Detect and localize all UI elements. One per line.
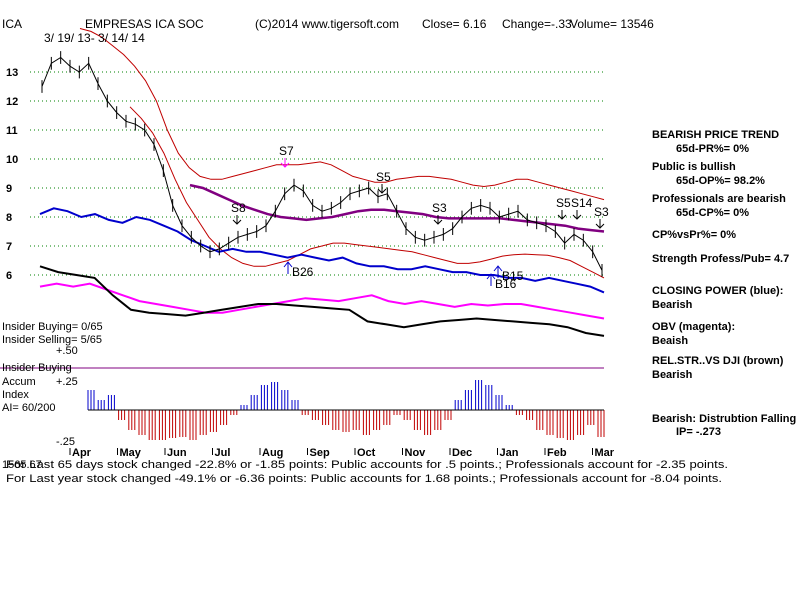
price-axis-labels: 13 12 11 10 9 8 7 6 (6, 67, 18, 282)
accum-label: Accum (2, 376, 36, 388)
sell-arrow-icon (377, 184, 387, 194)
y-tick-label: 11 (6, 125, 18, 137)
month-label: Jan (500, 447, 519, 459)
month-label: Oct (357, 447, 376, 459)
signal-label-b16: B16 (495, 277, 517, 291)
price-gridlines (30, 71, 604, 276)
obv-title: OBV (magenta): (652, 321, 735, 333)
month-axis-labels: Apr May Jun Jul Aug Sep Oct Nov Dec Jan Feb Mar (69, 447, 615, 459)
copyright: (C)2014 www.tigersoft.com (255, 17, 399, 31)
buy-arrow-icon (486, 273, 496, 286)
signal-label-s8: S8 (231, 201, 246, 215)
y-tick-label: 10 (6, 154, 18, 166)
bearish-price-trend: BEARISH PRICE TREND (652, 129, 779, 141)
footer-prefix: 1565.67 (2, 459, 42, 471)
insider-buying-count: Insider Buying= 0/65 (2, 321, 103, 333)
cp-vs-pr: CP%vsPr%= 0% (652, 229, 736, 241)
accumulation-index-histogram (87, 380, 605, 440)
buy-arrow-icon (493, 265, 503, 278)
strength-ratio: Strength Profess/Pub= 4.7 (652, 253, 789, 265)
volume-value: Volume= 13546 (570, 17, 654, 31)
month-label: Sep (310, 447, 330, 459)
obv-line (39, 282, 605, 320)
signal-label-b26: B26 (292, 265, 314, 279)
company-name: EMPRESAS ICA SOC (85, 17, 204, 31)
accum-plus50-label: +.50 (56, 345, 78, 357)
month-label: Mar (595, 447, 615, 459)
signal-label-s14: S14 (571, 196, 593, 210)
indicator-series (39, 51, 605, 337)
insider-buying-legend: Insider Buying (2, 362, 72, 374)
rel-str-status: Bearish (652, 369, 693, 381)
index-label: Index (2, 389, 29, 401)
close-value: Close= 6.16 (422, 17, 487, 31)
closing-power-status: Bearish (652, 299, 693, 311)
sell-arrow-icon (557, 210, 567, 220)
month-label: Feb (547, 447, 567, 459)
signal-label-s5: S5 (376, 170, 391, 184)
y-tick-label: 7 (6, 241, 12, 253)
y-tick-label: 6 (6, 270, 12, 282)
y-tick-label: 9 (6, 183, 12, 195)
ticker-symbol: ICA (2, 17, 22, 31)
obv-status: Beaish (652, 335, 688, 347)
signal-label-s3: S3 (594, 205, 609, 219)
footer-year: For Last year stock changed -49.1% or -6… (6, 473, 722, 485)
y-tick-label: 13 (6, 67, 18, 79)
month-label: Jun (167, 447, 187, 459)
sell-arrow-icon (595, 219, 605, 229)
ai-value: AI= 60/200 (2, 402, 56, 414)
sell-arrow-icon (572, 210, 582, 220)
lower-band (129, 106, 605, 279)
month-label: Dec (452, 447, 472, 459)
public-bullish: Public is bullish (652, 161, 736, 173)
rel-str-line (39, 265, 605, 337)
pr-value: 65d-PR%= 0% (676, 143, 749, 155)
buy-arrow-icon (283, 261, 293, 274)
month-label: Jul (215, 447, 231, 459)
accum-minus25-label: -.25 (56, 436, 75, 448)
upper-band (79, 28, 605, 201)
month-label: Nov (405, 447, 427, 459)
op-value: 65d-OP%= 98.2% (676, 175, 765, 187)
closing-power-title: CLOSING POWER (blue): (652, 285, 783, 297)
sell-arrow-icon (280, 158, 290, 168)
month-label: Apr (72, 447, 92, 459)
sell-arrow-icon (232, 215, 242, 225)
signal-label-b15: B15 (502, 269, 524, 283)
date-range: 3/ 19/ 13- 3/ 14/ 14 (44, 31, 145, 45)
signal-label-s7: S7 (279, 144, 294, 158)
insider-selling-count: Insider Selling= 5/65 (2, 334, 102, 346)
bollinger-bands (79, 28, 605, 279)
y-tick-label: 12 (6, 96, 18, 108)
signal-label-s5: S5 (556, 196, 571, 210)
distribution-status: Bearish: Distrubtion Falling (652, 413, 796, 425)
signal-label-s3: S3 (432, 201, 447, 215)
price-line (41, 56, 603, 271)
rel-str-title: REL.STR..VS DJI (brown) (652, 355, 784, 367)
accum-plus25-label: +.25 (56, 376, 78, 388)
closing-power-line (39, 207, 605, 294)
ip-value: IP= -.273 (676, 426, 721, 438)
month-label: Aug (262, 447, 283, 459)
month-label: May (120, 447, 142, 459)
footer-65day: For Last 65 days stock changed -22.8% or… (6, 459, 728, 471)
sell-arrow-icon (433, 215, 443, 225)
professionals-bearish: Professionals are bearish (652, 193, 786, 205)
y-tick-label: 8 (6, 212, 12, 224)
change-value: Change=-.33 (502, 17, 572, 31)
cp-value: 65d-CP%= 0% (676, 207, 749, 219)
